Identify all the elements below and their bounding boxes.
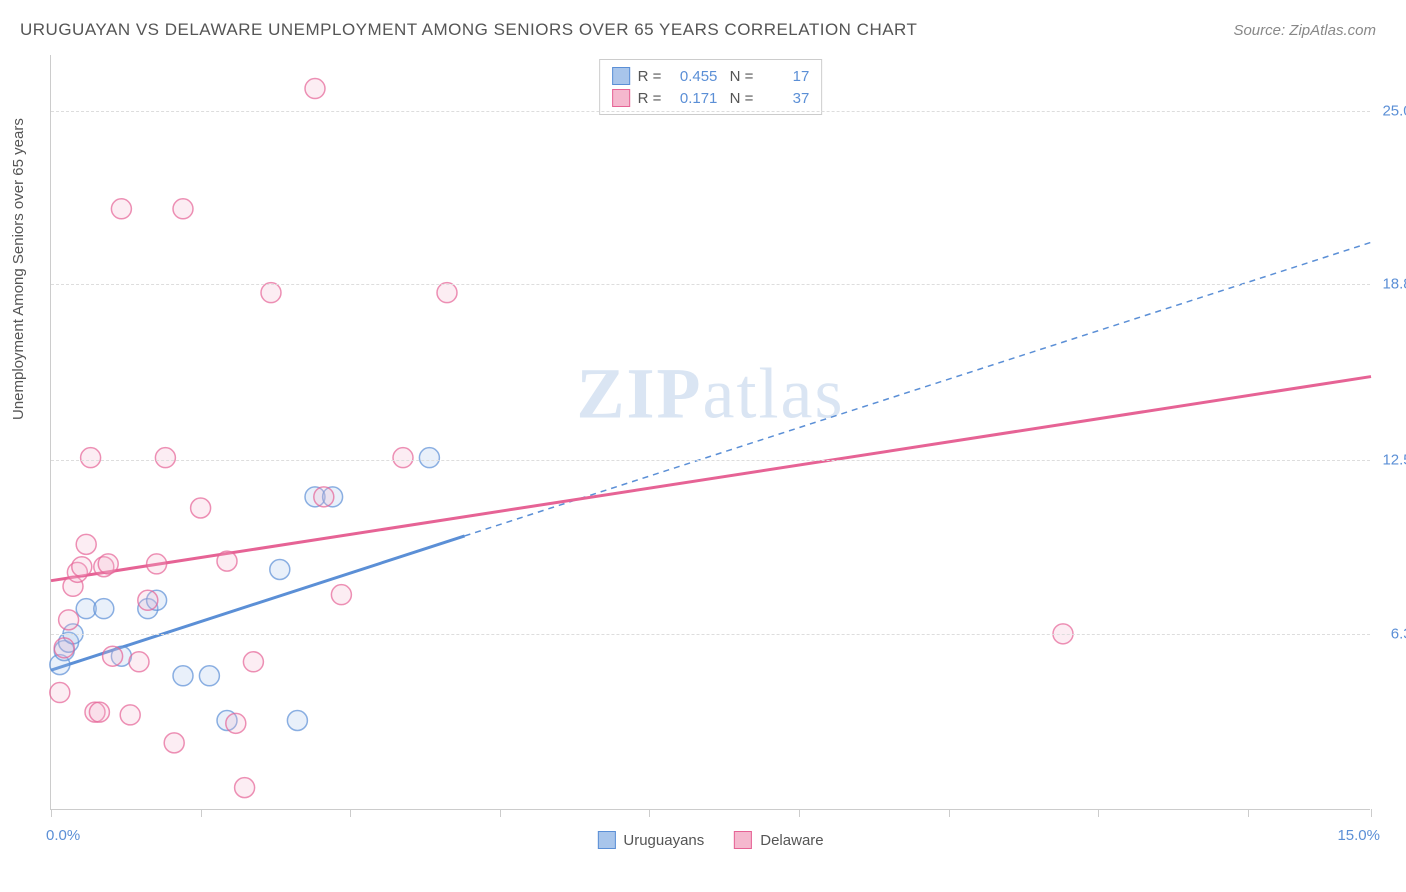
swatch-delaware — [612, 89, 630, 107]
y-tick-label: 25.0% — [1382, 102, 1406, 119]
gridline — [51, 460, 1370, 461]
x-tick — [649, 809, 650, 817]
x-axis-min: 0.0% — [46, 827, 80, 844]
y-tick-label: 6.3% — [1391, 625, 1406, 642]
y-tick-label: 18.8% — [1382, 276, 1406, 293]
y-tick-label: 12.5% — [1382, 452, 1406, 469]
gridline — [51, 284, 1370, 285]
x-tick — [201, 809, 202, 817]
chart-header: URUGUAYAN VS DELAWARE UNEMPLOYMENT AMONG… — [0, 0, 1406, 50]
legend-item-uruguayans: Uruguayans — [597, 831, 704, 849]
chart-source: Source: ZipAtlas.com — [1233, 22, 1376, 39]
x-tick — [1248, 809, 1249, 817]
gridline — [51, 634, 1370, 635]
swatch-uruguayans-bottom — [597, 831, 615, 849]
legend-series: Uruguayans Delaware — [597, 831, 823, 849]
x-tick — [1098, 809, 1099, 817]
y-axis-label: Unemployment Among Seniors over 65 years — [10, 118, 27, 420]
legend-row-delaware: R = 0.171 N = 37 — [612, 87, 810, 109]
x-tick — [500, 809, 501, 817]
chart-plot-area: ZIPatlas R = 0.455 N = 17 R = 0.171 N = … — [50, 55, 1370, 810]
legend-item-delaware: Delaware — [734, 831, 823, 849]
legend-row-uruguayans: R = 0.455 N = 17 — [612, 65, 810, 87]
x-tick — [1371, 809, 1372, 817]
swatch-uruguayans — [612, 67, 630, 85]
plot-svg — [51, 55, 1370, 809]
x-axis-max: 15.0% — [1337, 827, 1380, 844]
legend-correlation: R = 0.455 N = 17 R = 0.171 N = 37 — [599, 59, 823, 115]
gridline — [51, 111, 1370, 112]
chart-title: URUGUAYAN VS DELAWARE UNEMPLOYMENT AMONG… — [20, 20, 917, 40]
x-tick — [799, 809, 800, 817]
x-tick — [949, 809, 950, 817]
x-tick — [51, 809, 52, 817]
swatch-delaware-bottom — [734, 831, 752, 849]
x-tick — [350, 809, 351, 817]
